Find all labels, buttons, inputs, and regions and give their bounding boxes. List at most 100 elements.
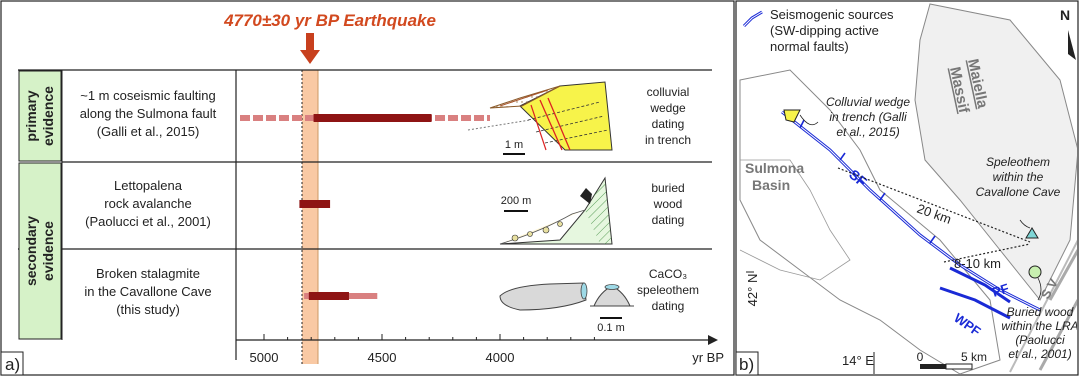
western-pizzalto-fault-trace: [939, 286, 1011, 320]
svg-text:colluvial: colluvial: [647, 85, 690, 99]
svg-text:dating: dating: [652, 299, 685, 313]
age-bars: [240, 114, 490, 300]
panel-b-label: b): [739, 355, 754, 374]
svg-text:dating: dating: [652, 117, 685, 131]
svg-text:Broken stalagmite: Broken stalagmite: [96, 266, 200, 281]
svg-text:buried: buried: [651, 181, 684, 195]
svg-text:dating: dating: [652, 213, 685, 227]
longitude-label: 14° E: [842, 353, 874, 368]
row-3-description: Broken stalagmite in the Cavallone Cave …: [84, 266, 211, 317]
secondary-evidence-label-2: evidence: [40, 221, 56, 281]
colluvial-wedge-marker-icon: [783, 109, 801, 123]
buried-wood-marker-icon: [1028, 265, 1042, 279]
regional-line-3: [1009, 239, 1077, 373]
distance-label-8-10km: 8-10 km: [954, 256, 1001, 271]
age-bar-dark-row-3: [308, 292, 349, 300]
time-axis: 5000 4500 4000 yr BP: [236, 334, 724, 365]
svg-text:normal faults): normal faults): [770, 39, 849, 54]
svg-text:(SW-dipping active: (SW-dipping active: [770, 23, 879, 38]
svg-text:~1 m coseismic faulting: ~1 m coseismic faulting: [80, 88, 215, 103]
row-1-description: ~1 m coseismic faulting along the Sulmon…: [80, 88, 217, 139]
regional-line-1: [1048, 249, 1077, 301]
svg-text:Buried wood: Buried wood: [1007, 305, 1074, 319]
panel-a-label-box: [0, 351, 24, 376]
svg-text:in trench: in trench: [645, 133, 691, 147]
svg-text:(this study): (this study): [116, 302, 180, 317]
primary-evidence-label-2: evidence: [40, 86, 56, 146]
tick-label-5000: 5000: [250, 350, 279, 365]
svg-text:rock avalanche: rock avalanche: [104, 196, 191, 211]
row-2-description: Lettopalena rock avalanche (Paolucci et …: [85, 178, 211, 229]
time-axis-ticks: [263, 334, 595, 340]
map-scale-bar: 0 5 km: [917, 350, 987, 370]
svg-text:Lettopalena: Lettopalena: [114, 178, 183, 193]
panel-a-frame: [0, 0, 735, 376]
sulmona-basin-outline: [739, 69, 1001, 374]
basin-inner-outline: [739, 159, 851, 281]
pizzalto-fault-trace: [949, 266, 1011, 304]
avalanche-scale-label: 200 m: [501, 195, 532, 207]
panel-b-label-box: [735, 351, 759, 376]
basin-label-2: Basin: [752, 177, 790, 193]
svg-text:et al., 2001): et al., 2001): [1008, 347, 1071, 361]
row-3-method: CaCO₃ speleothem dating: [637, 267, 699, 313]
svg-text:Colluvial wedge: Colluvial wedge: [826, 95, 910, 109]
trench-wedge-illustration: 1 m: [467, 81, 613, 155]
trench-scale-label: 1 m: [505, 139, 523, 151]
svg-text:along the Sulmona fault: along the Sulmona fault: [80, 106, 217, 121]
distance-line-8-10km: [943, 243, 1031, 263]
svg-text:CaCO₃: CaCO₃: [649, 267, 687, 281]
svg-text:0: 0: [917, 350, 924, 364]
secondary-evidence-box: [18, 162, 62, 340]
earthquake-title: 4770±30 yr BP Earthquake: [223, 11, 436, 30]
earthquake-arrow-icon: [300, 33, 320, 64]
tick-label-4500: 4500: [368, 350, 397, 365]
svg-text:in trench (Galli: in trench (Galli: [829, 110, 907, 124]
basin-label-1: Sulmona: [745, 160, 804, 176]
svg-text:within the: within the: [993, 170, 1044, 184]
svg-text:et al., 2015): et al., 2015): [836, 125, 899, 139]
time-axis-arrow-icon: [708, 335, 718, 345]
svg-text:speleothem: speleothem: [637, 283, 699, 297]
north-arrow-icon: [1068, 30, 1076, 60]
row-2-method: buried wood dating: [651, 181, 684, 227]
secondary-evidence-label-1: secondary: [23, 216, 39, 286]
primary-evidence-box: [18, 70, 62, 162]
time-axis-unit: yr BP: [692, 350, 724, 365]
north-label: N: [1060, 7, 1070, 23]
svg-text:5 km: 5 km: [961, 350, 987, 364]
svg-text:wedge: wedge: [649, 101, 686, 115]
speleothem-annotation: Speleothem within the Cavallone Cave: [976, 155, 1061, 229]
cave-speleothem-marker-icon: [1025, 227, 1039, 239]
svg-text:Cavallone Cave: Cavallone Cave: [976, 185, 1061, 199]
maiella-massif-outline: [914, 3, 1077, 301]
regional-line-2: [1038, 299, 1077, 371]
svg-text:wood: wood: [653, 197, 683, 211]
svg-text:(Paolucci et al., 2001): (Paolucci et al., 2001): [85, 214, 211, 229]
stalagmite-scale-label: 0.1 m: [597, 322, 625, 334]
svg-text:within the LRA: within the LRA: [1001, 319, 1078, 333]
colluvial-annotation: Colluvial wedge in trench (Galli et al.,…: [799, 95, 910, 139]
svg-text:(Galli et al., 2015): (Galli et al., 2015): [97, 124, 200, 139]
row-1-method: colluvial wedge dating in trench: [645, 85, 691, 147]
svg-text:(Paolucci: (Paolucci: [1015, 333, 1065, 347]
panel-a-label: a): [5, 355, 20, 374]
buried-wood-annotation: Buried wood within the LRA (Paolucci et …: [1001, 277, 1078, 361]
panel-a: 4770±30 yr BP Earthquake primary evidenc…: [0, 0, 735, 376]
rock-avalanche-illustration: 200 m: [499, 176, 613, 245]
tick-label-4000: 4000: [486, 350, 515, 365]
primary-evidence-label-1: primary: [23, 90, 39, 142]
age-bar-dark-row-2: [299, 200, 331, 208]
latitude-label: 42° N: [745, 274, 760, 307]
stalagmite-illustration: 0.1 m: [499, 282, 634, 334]
legend: Seismogenic sources (SW-dipping active n…: [742, 7, 894, 54]
age-bar-dark-row-1: [313, 114, 432, 122]
fault-label-pf: PF: [990, 280, 1010, 299]
svg-text:in the Cavallone Cave: in the Cavallone Cave: [84, 284, 211, 299]
panel-b: Seismogenic sources (SW-dipping active n…: [735, 0, 1079, 376]
svg-text:Seismogenic sources: Seismogenic sources: [770, 7, 894, 22]
svg-text:Speleothem: Speleothem: [986, 155, 1050, 169]
event-age-band: [302, 70, 318, 364]
